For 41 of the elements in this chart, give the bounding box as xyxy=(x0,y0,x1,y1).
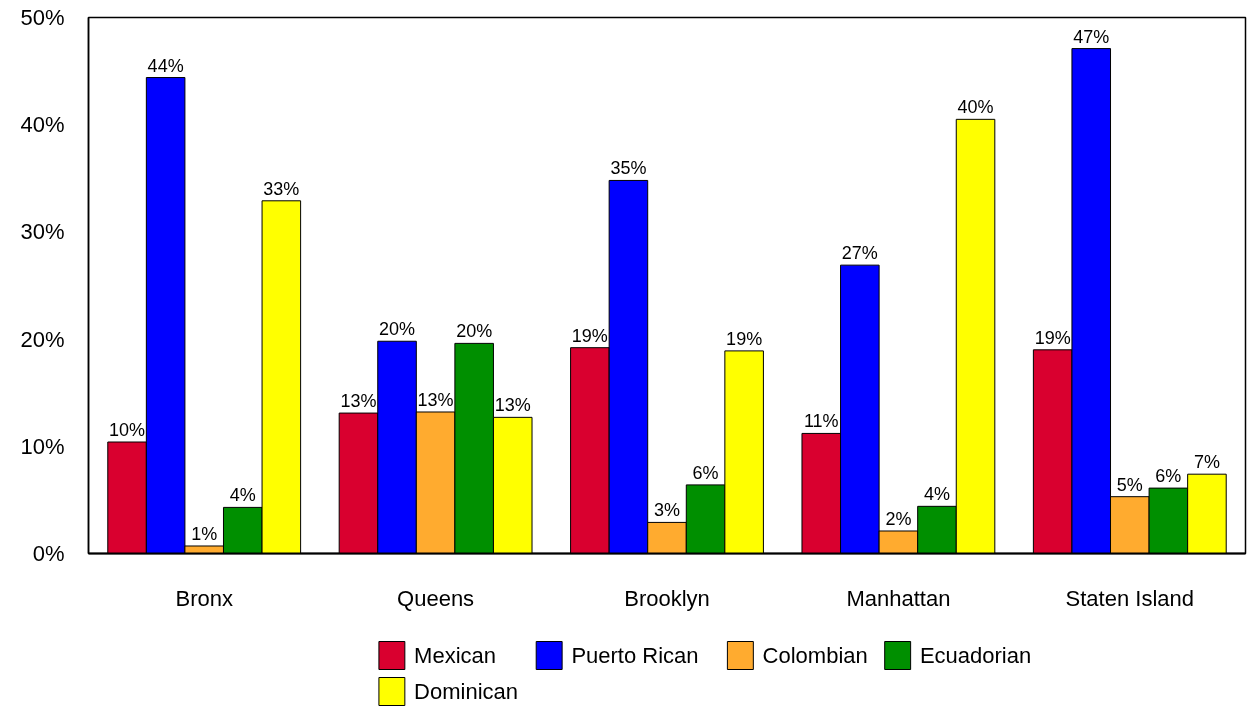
data-label: 33% xyxy=(263,178,300,199)
data-label: 11% xyxy=(803,411,839,432)
x-tick-label: Staten Island xyxy=(1065,585,1195,611)
data-label: 10% xyxy=(109,420,146,441)
data-label: 6% xyxy=(692,462,719,483)
y-tick-label: 10% xyxy=(20,433,65,459)
data-label: 40% xyxy=(957,97,994,118)
data-label: 19% xyxy=(571,325,608,346)
data-label: 4% xyxy=(229,485,256,506)
data-label: 1% xyxy=(191,524,218,544)
x-tick-label: Manhattan xyxy=(846,585,951,611)
data-label: 47% xyxy=(1073,26,1110,47)
x-tick-label: Queens xyxy=(397,585,475,611)
legend-label: Dominican xyxy=(414,679,519,704)
y-tick-label: 40% xyxy=(20,112,65,138)
legend-label: Colombian xyxy=(762,643,868,668)
legend-label: Puerto Rican xyxy=(571,643,699,668)
x-tick-label: Bronx xyxy=(175,585,233,611)
data-label: 44% xyxy=(147,55,184,76)
data-label: 20% xyxy=(379,319,416,340)
data-label: 4% xyxy=(923,484,950,505)
y-tick-label: 30% xyxy=(20,219,65,245)
y-tick-label: 20% xyxy=(20,326,65,352)
data-label: 19% xyxy=(1034,327,1071,348)
data-label: 20% xyxy=(456,321,493,342)
y-tick-label: 50% xyxy=(20,5,65,30)
data-label: 35% xyxy=(610,158,647,179)
data-label: 6% xyxy=(1155,466,1182,487)
data-label: 2% xyxy=(885,508,912,529)
y-tick-label: 0% xyxy=(32,541,65,566)
data-label: 3% xyxy=(653,500,681,521)
data-label: 13% xyxy=(494,395,531,416)
data-label: 19% xyxy=(726,328,763,349)
legend-label: Mexican xyxy=(414,643,497,668)
data-label: 13% xyxy=(340,391,377,412)
legend-label: Ecuadorian xyxy=(919,643,1032,668)
data-label: 7% xyxy=(1193,452,1220,473)
data-label: 5% xyxy=(1116,474,1143,495)
data-label: 13% xyxy=(417,390,454,410)
data-label: 27% xyxy=(841,243,878,264)
x-tick-label: Brooklyn xyxy=(624,585,710,611)
